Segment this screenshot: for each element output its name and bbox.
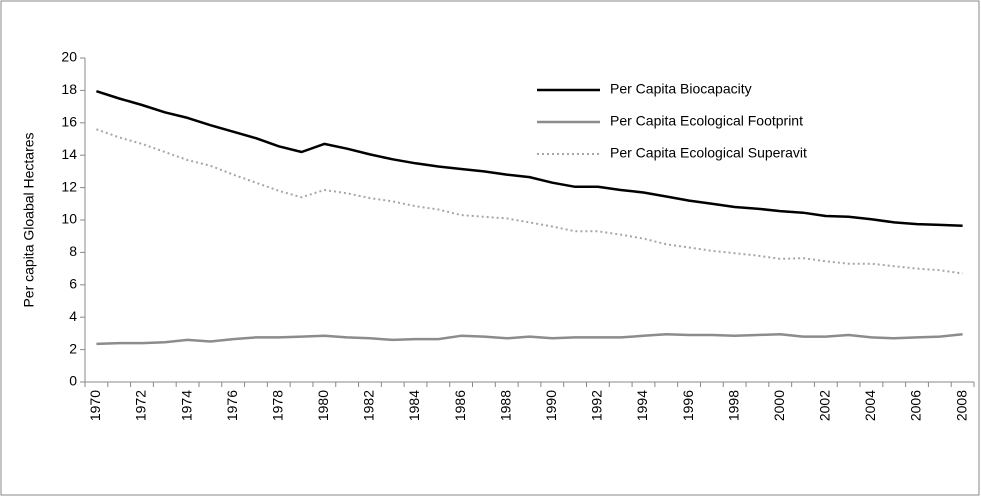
x-tick-label: 1980	[315, 390, 331, 421]
x-tick-label: 2004	[862, 390, 878, 421]
legend-label: Per Capita Biocapacity	[610, 81, 752, 97]
x-tick-label: 2002	[817, 390, 833, 421]
y-tick-label: 14	[61, 146, 77, 162]
y-tick-label: 18	[61, 81, 77, 97]
x-tick-label: 1988	[497, 390, 513, 421]
x-tick-label: 1998	[725, 390, 741, 421]
y-tick-label: 6	[69, 276, 77, 292]
x-tick-label: 1976	[224, 390, 240, 421]
y-tick-label: 16	[61, 114, 77, 130]
x-tick-label: 1992	[589, 390, 605, 421]
x-tick-label: 1982	[361, 390, 377, 421]
x-tick-label: 2008	[953, 390, 969, 421]
y-tick-label: 8	[69, 243, 77, 259]
x-tick-label: 2000	[771, 390, 787, 421]
x-tick-label: 1994	[634, 390, 650, 421]
series-line	[96, 90, 963, 227]
y-tick-label: 20	[61, 49, 77, 65]
y-tick-label: 0	[69, 373, 77, 389]
x-tick-label: 1990	[543, 390, 559, 421]
x-tick-label: 1984	[406, 390, 422, 421]
y-tick-label: 10	[61, 211, 77, 227]
y-tick-label: 12	[61, 178, 77, 194]
y-tick-label: 4	[69, 308, 77, 324]
series-line	[96, 332, 963, 346]
x-tick-label: 1974	[178, 390, 194, 421]
legend-label: Per Capita Ecological Footprint	[610, 113, 803, 129]
x-tick-label: 1986	[452, 390, 468, 421]
legend-label: Per Capita Ecological Superavit	[610, 145, 807, 161]
x-tick-label: 1978	[269, 390, 285, 421]
x-tick-label: 1970	[87, 390, 103, 421]
series-line	[96, 128, 963, 275]
x-tick-label: 2006	[908, 390, 924, 421]
x-tick-label: 1972	[133, 390, 149, 421]
y-tick-label: 2	[69, 340, 77, 356]
y-axis-label: Per capita Gloabal Hectares	[21, 132, 37, 307]
x-tick-label: 1996	[680, 390, 696, 421]
